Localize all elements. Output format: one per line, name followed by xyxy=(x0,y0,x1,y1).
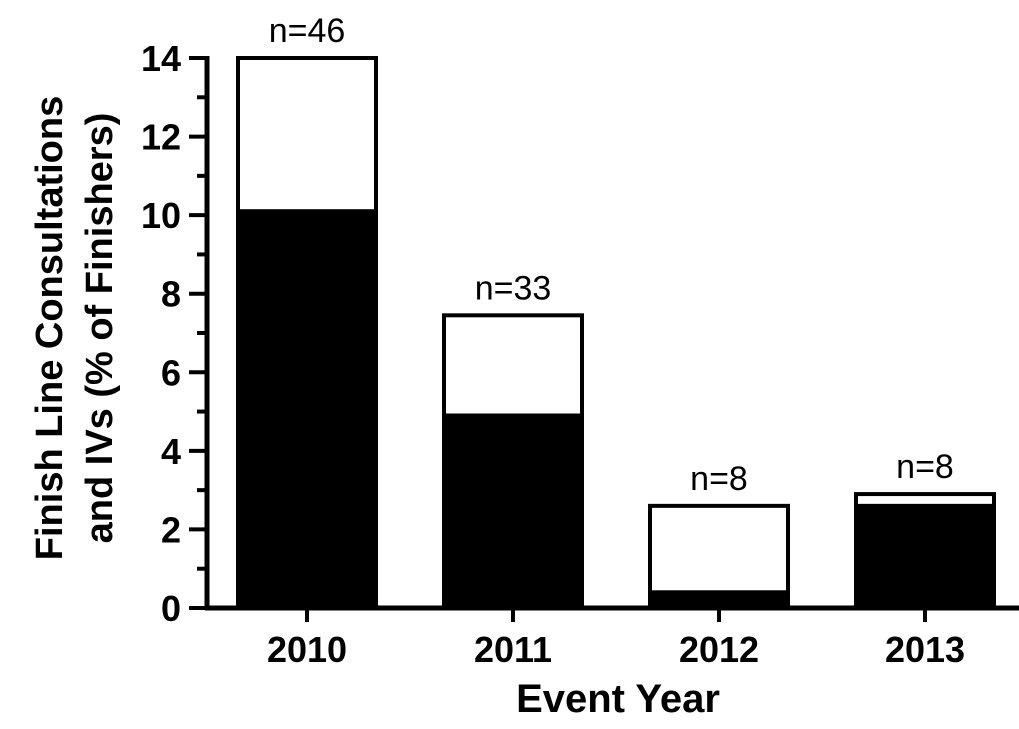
bar-label-2013: n=8 xyxy=(896,448,954,486)
y-tick-label: 4 xyxy=(161,431,181,472)
y-tick-label: 6 xyxy=(161,352,181,393)
x-tick-label-2013: 2013 xyxy=(885,629,965,670)
x-tick-label-2012: 2012 xyxy=(679,629,759,670)
bars-layer xyxy=(236,56,996,611)
y-axis-title-line2: and IVs (% of Finishers) xyxy=(79,113,121,544)
x-tick-label-2011: 2011 xyxy=(474,629,552,670)
bar-segment-2010-1 xyxy=(236,56,378,214)
y-tick-label: 10 xyxy=(141,195,181,236)
bar-segment-2011-0 xyxy=(442,413,584,610)
bar-segment-2013-1 xyxy=(854,492,996,508)
y-tick-label: 2 xyxy=(161,509,181,550)
x-tick-label-2010: 2010 xyxy=(267,629,347,670)
bar-label-2010: n=46 xyxy=(269,12,346,50)
bar-segment-2012-1 xyxy=(648,503,790,595)
bar-segment-2013-0 xyxy=(854,503,996,611)
x-axis-title: Event Year xyxy=(516,677,720,721)
y-tick-label: 12 xyxy=(141,117,181,158)
bar-label-2012: n=8 xyxy=(690,460,748,498)
labels-layer: n=46 2010 n=33 2011 n=8 2012 n=8 2013 0 2 4 6 8 10 12 1… xyxy=(141,12,965,670)
bar-segment-2010-0 xyxy=(236,209,378,610)
y-tick-label: 14 xyxy=(141,38,181,79)
y-axis-title-line1: Finish Line Consultations xyxy=(29,96,71,560)
y-tick-label: 0 xyxy=(161,588,181,629)
bar-segment-2011-1 xyxy=(442,313,584,418)
y-tick-label: 8 xyxy=(161,274,181,315)
bar-label-2011: n=33 xyxy=(475,269,552,307)
axes-layer xyxy=(189,56,1019,622)
